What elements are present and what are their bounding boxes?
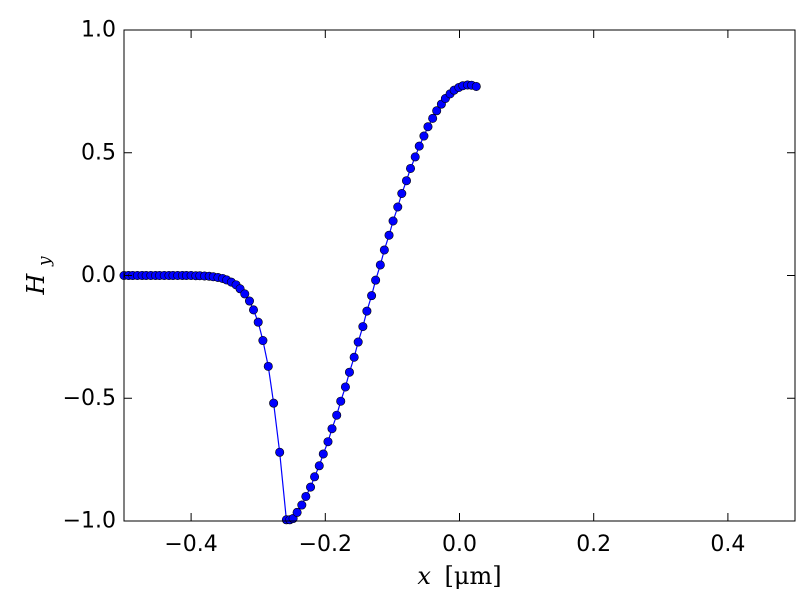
data-point	[414, 141, 424, 151]
data-point	[258, 336, 268, 346]
data-point	[323, 437, 333, 447]
data-point	[375, 260, 385, 270]
data-point	[275, 447, 285, 457]
data-point	[362, 306, 372, 316]
y-tick-label: 0.0	[81, 263, 116, 288]
data-point	[397, 189, 407, 199]
data-point	[384, 230, 394, 240]
data-point	[358, 322, 368, 332]
data-point	[344, 367, 354, 377]
data-point	[353, 337, 363, 347]
data-point	[310, 472, 320, 482]
data-point	[419, 131, 429, 141]
data-point	[249, 305, 259, 315]
x-tick-label: 0.0	[442, 532, 477, 557]
x-axis-label-unit: [μm]	[445, 562, 502, 590]
data-point	[471, 81, 481, 91]
y-tick-label: −0.5	[63, 386, 116, 411]
data-point	[388, 216, 398, 226]
y-tick-label: 0.5	[81, 140, 116, 165]
data-point	[340, 382, 350, 392]
plot-area	[119, 80, 481, 525]
data-point	[301, 491, 311, 501]
y-tick-label: −1.0	[63, 509, 116, 534]
data-point	[410, 152, 420, 162]
data-point	[292, 507, 302, 517]
axis-ticks: −0.4 −0.2 0.0 0.2 0.4 −1.0 −0.5 0.0 0.5 1.0	[63, 18, 795, 557]
data-point	[428, 113, 438, 123]
data-point	[253, 317, 263, 327]
data-point	[406, 163, 416, 173]
x-tick-label: 0.4	[710, 532, 745, 557]
data-point	[401, 176, 411, 186]
data-point	[367, 291, 377, 301]
x-tick-label: 0.2	[576, 532, 611, 557]
data-point	[336, 396, 346, 406]
data-point	[379, 245, 389, 255]
data-point	[244, 296, 254, 306]
series-line	[124, 84, 477, 521]
y-axis-label-base: H	[22, 273, 50, 296]
data-point	[318, 449, 328, 459]
data-point	[432, 106, 442, 116]
data-point	[263, 361, 273, 371]
y-axis-label: H y	[22, 256, 55, 296]
data-point	[349, 352, 359, 362]
y-axis-label-sub: y	[35, 256, 55, 267]
x-tick-label: −0.4	[164, 532, 217, 557]
data-point	[327, 424, 337, 434]
data-point	[269, 398, 279, 408]
data-point	[306, 482, 316, 492]
x-axis-label: x [μm]	[417, 562, 501, 590]
data-point	[240, 289, 250, 299]
x-axis-label-var: x	[417, 562, 431, 590]
data-point	[332, 410, 342, 420]
data-point	[297, 500, 307, 510]
data-point	[371, 275, 381, 285]
x-tick-label: −0.2	[299, 532, 352, 557]
data-point	[423, 122, 433, 132]
data-point	[314, 461, 324, 471]
y-tick-label: 1.0	[81, 18, 116, 43]
data-point	[393, 202, 403, 212]
